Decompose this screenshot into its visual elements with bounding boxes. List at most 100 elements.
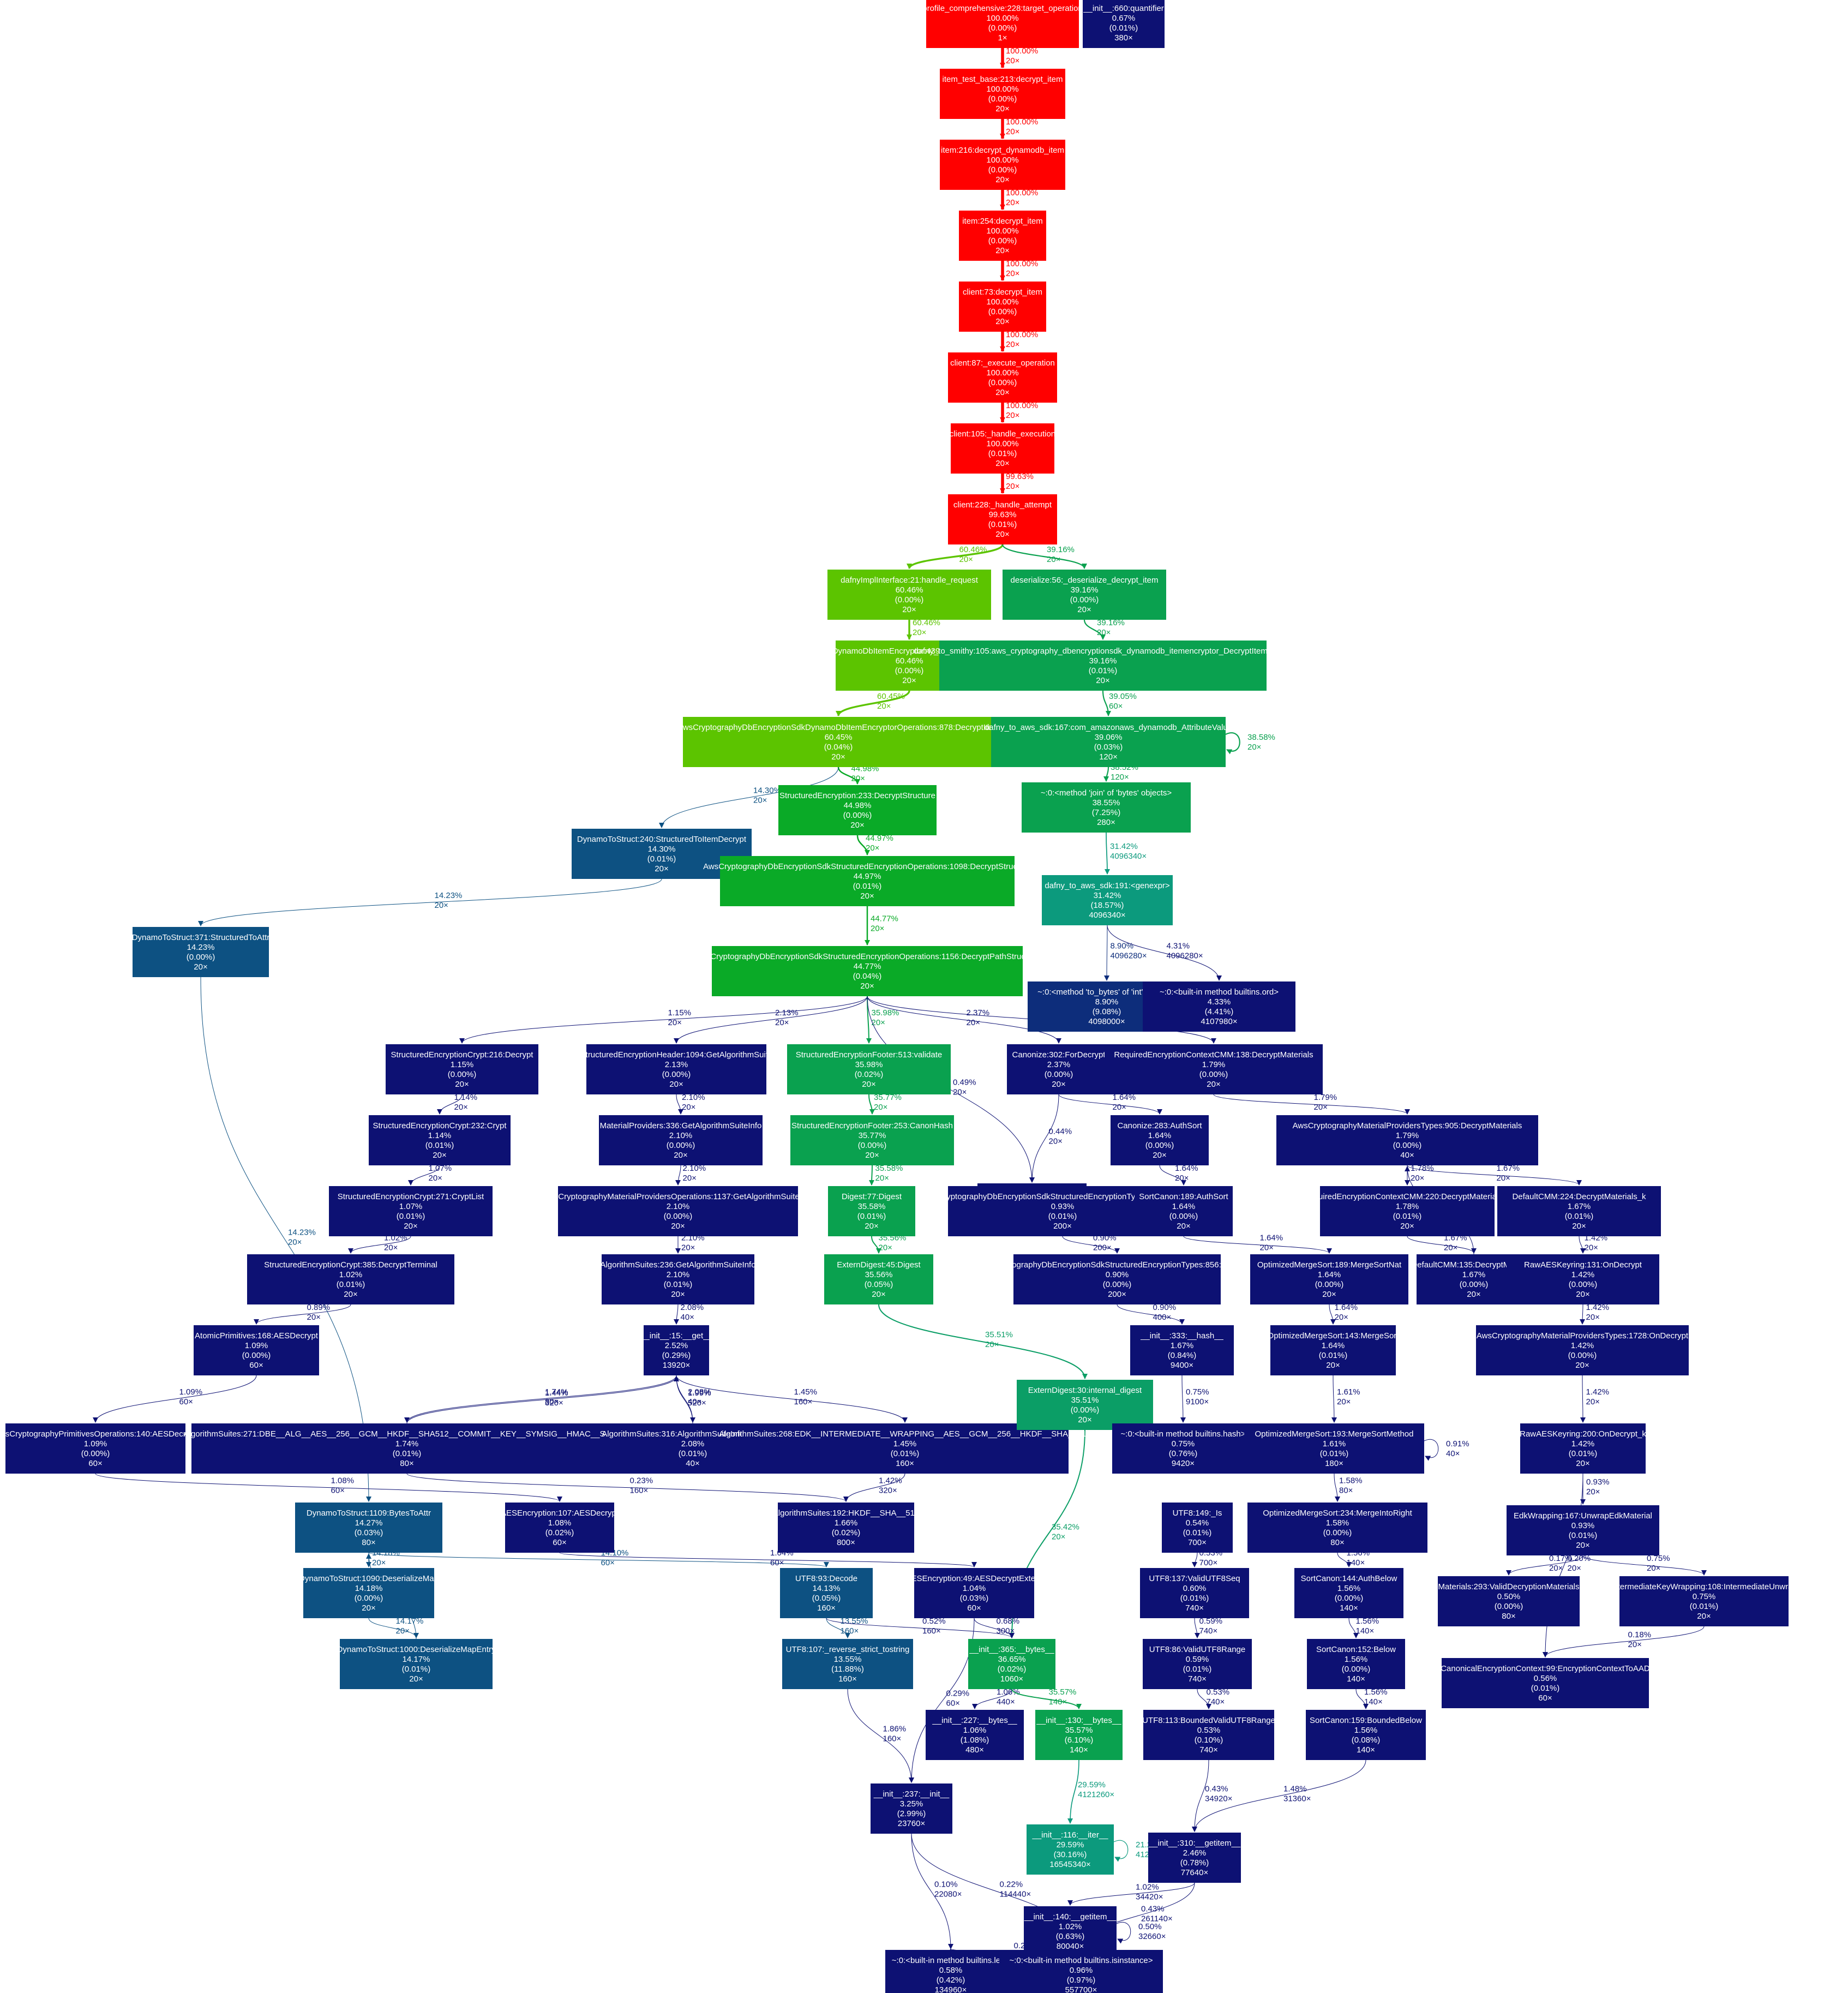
node-init-310-getitem: __init__:310:__getitem__2.46%(0.78%)7764… (1148, 1833, 1241, 1883)
node-stat: 0.75% (1693, 1592, 1716, 1601)
edge-line (1058, 1094, 1162, 1115)
node-name: UTF8:137:ValidUTF8Seq (1149, 1574, 1240, 1583)
node-stat: 1060× (1000, 1674, 1023, 1684)
node-stat: 39.16% (1071, 585, 1099, 595)
node-stat: (0.00%) (1071, 1405, 1100, 1415)
edge-n8-n9: 60.46%20× (907, 544, 1004, 569)
edge-n87-n88: 1.02%34420× (1067, 1883, 1195, 1906)
edge-percent: 100.00% (1006, 117, 1038, 127)
edge-percent: 14.30% (753, 786, 781, 795)
edge-n67-n74: 0.75%20× (1582, 1554, 1707, 1576)
edge-calls: 20× (871, 924, 884, 933)
edge-line (404, 1375, 677, 1423)
node-box (1442, 1658, 1649, 1708)
edge-line (1113, 1840, 1129, 1862)
node-stat: 1.14% (428, 1131, 452, 1140)
edge-n14-n14: 38.58%20× (1225, 732, 1275, 755)
node-0-method-join-of-bytes-objects: ~:0:<method 'join' of 'bytes' objects>38… (1022, 782, 1191, 833)
edge-line (368, 1552, 829, 1567)
node-stat: (0.01%) (397, 1212, 425, 1221)
node-stat: 20× (865, 1151, 879, 1160)
node-box (1024, 1906, 1117, 1956)
node-stat: 140× (1070, 1745, 1088, 1755)
edge-calls: 20× (307, 1313, 321, 1322)
edge-calls: 20× (1549, 1564, 1563, 1573)
edge-percent: 1.67% (1497, 1164, 1520, 1173)
edge-calls: 20× (288, 1238, 302, 1247)
node-box (1270, 1325, 1396, 1375)
edge-n76-n85: 1.86%160× (847, 1689, 914, 1783)
node-stat: 14.30% (648, 845, 676, 854)
edge-percent: 1.15% (668, 1008, 692, 1018)
node-item-test-base-213-decrypt-item: item_test_base:213:decrypt_item100.00%(0… (940, 69, 1065, 119)
node-stat: 1.67% (1462, 1270, 1486, 1279)
node-stat: 1.66% (835, 1518, 858, 1528)
node-stat: 77640× (1181, 1868, 1208, 1877)
node-box (133, 927, 269, 977)
edge-line (1001, 544, 1087, 569)
node-optimizedmergesort-234-mergeintoright: OptimizedMergeSort:234:MergeIntoRight1.5… (1247, 1503, 1427, 1553)
edge-n3-n4: 100.00%20× (1000, 188, 1038, 210)
node-stat: 20× (1077, 605, 1091, 614)
edge-line (1197, 1689, 1211, 1709)
edge-line (675, 1165, 681, 1186)
edge-line (1580, 1375, 1586, 1423)
node-stat: 100.00% (986, 226, 1018, 236)
node-stat: 0.59% (1186, 1655, 1209, 1664)
edge-line (408, 1165, 440, 1186)
edge-calls: 120× (1111, 773, 1129, 782)
edge-line (93, 1375, 257, 1423)
node-box (1520, 1423, 1646, 1474)
node-stat: 557700× (1065, 1985, 1097, 1993)
edge-percent: 0.49% (953, 1078, 976, 1087)
node-utf8-149-is: UTF8:149:_Is0.54%(0.01%)700× (1162, 1503, 1233, 1553)
edge-line (847, 1689, 914, 1783)
edge-percent: 2.13% (775, 1008, 799, 1018)
node-box (1042, 875, 1173, 925)
node-name: AwsCryptographyDbEncryptionSdkStructured… (695, 952, 1039, 961)
node-stat: 1.08% (548, 1518, 572, 1528)
node-box (1111, 1115, 1209, 1165)
edge-calls: 160× (794, 1397, 813, 1407)
edge-calls: 160× (841, 1626, 859, 1636)
node-stat: 20× (872, 1290, 885, 1299)
edge-percent: 0.75% (1186, 1387, 1209, 1397)
node-stat: (0.00%) (242, 1351, 271, 1360)
edge-calls: 20× (1586, 1397, 1600, 1407)
node-init-130-bytes: __init__:130:__bytes__35.57%(6.10%)140× (1035, 1710, 1123, 1760)
edge-percent: 0.91% (1446, 1439, 1469, 1449)
edge-percent: 100.00% (1006, 401, 1038, 410)
node-box (1027, 1824, 1114, 1875)
node-stat: 0.53% (1197, 1726, 1221, 1735)
node-structuredencryptioncrypt-385-decryptterminal: StructuredEncryptionCrypt:385:DecryptTer… (247, 1254, 454, 1304)
node-awscryptographydbencryptionsdkstructuredencryptionoperations: AwsCryptographyDbEncryptionSdkStructured… (703, 856, 1031, 906)
node-name: client:105:_handle_execution (950, 429, 1055, 439)
node-canonicalencryptioncontext-99-encryptioncontexttoaad: CanonicalEncryptionContext:99:Encryption… (1441, 1658, 1650, 1708)
node-stat: (2.99%) (897, 1809, 926, 1818)
node-dafny-to-aws-sdk-191-genexpr: dafny_to_aws_sdk:191:<genexpr>31.42%(18.… (1042, 875, 1173, 925)
node-box (602, 1254, 754, 1304)
node-stat: 20× (362, 1603, 375, 1613)
node-stat: 1.42% (1571, 1270, 1595, 1279)
edge-n7-n8: 99.63%20× (1000, 472, 1034, 494)
edge-calls: 20× (1006, 269, 1019, 278)
node-box (968, 1639, 1055, 1689)
node-stat: 2.37% (1047, 1060, 1071, 1069)
node-sortcanon-159-boundedbelow: SortCanon:159:BoundedBelow1.56%(0.08%)14… (1306, 1710, 1426, 1760)
node-box (999, 1950, 1163, 1993)
node-stat: 20× (674, 1151, 687, 1160)
node-stat: (0.01%) (1531, 1684, 1560, 1693)
edge-calls: 20× (953, 1088, 967, 1097)
edge-line (1582, 1555, 1707, 1576)
edge-calls: 40× (688, 1397, 701, 1407)
node-init-365-bytes: __init__:365:__bytes__36.65%(0.02%)1060× (968, 1639, 1055, 1689)
edge-n78-n83: 0.53%740× (1197, 1687, 1229, 1709)
node-stat: (0.08%) (1352, 1735, 1381, 1745)
edge-n49-n54: 1.09%60× (93, 1375, 257, 1423)
node-stat: (0.04%) (853, 972, 882, 981)
node-stat: (0.84%) (1168, 1351, 1197, 1360)
edge-calls: 20× (775, 1018, 789, 1027)
edge-percent: 1.79% (1314, 1093, 1337, 1102)
